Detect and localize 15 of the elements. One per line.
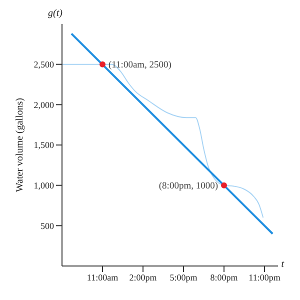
x-axis-title: t — [281, 259, 284, 270]
y-tick-label: 1,000 — [34, 180, 54, 191]
y-axis-title: Water volume (gallons) — [14, 98, 26, 192]
x-tick-label: 11:00am — [86, 272, 118, 282]
annotation: (8:00pm, 1000) — [158, 182, 218, 192]
x-tick-label: 5:00pm — [170, 272, 198, 282]
text: g(t) — [48, 8, 62, 19]
y-tick-label: 2,000 — [34, 100, 54, 110]
annotation: (11:00am, 2500) — [108, 60, 172, 71]
x-tick-label: 11:00pm — [248, 272, 280, 282]
x-tick-label: 2:00pm — [129, 272, 157, 282]
x-tick-label: 8:00pm — [210, 272, 238, 282]
y-tick-label: 2,500 — [34, 60, 54, 70]
y-tick-label: 500 — [40, 220, 54, 231]
y-tick-label: 1,500 — [34, 140, 54, 150]
